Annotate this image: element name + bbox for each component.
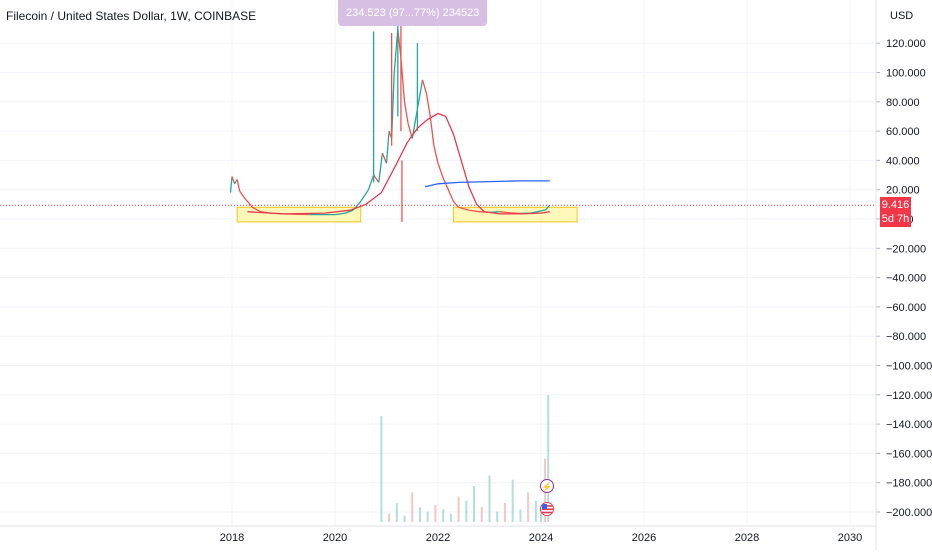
x-tick-label: 2026 [632, 532, 656, 544]
volume-bar [519, 509, 521, 522]
volume-bar [504, 503, 506, 522]
price-segment [438, 163, 443, 178]
last-price-value: 9.416 [880, 198, 911, 212]
price-segment [417, 80, 422, 109]
volume-bar [388, 514, 390, 522]
price-segment [361, 190, 369, 202]
volume-bar [527, 492, 529, 522]
volume-bar [434, 505, 436, 522]
price-segment [368, 175, 373, 190]
crosshair-tooltip: 234.523 (97...77%) 234523 [338, 0, 487, 26]
y-tick-label: −200.000 [886, 507, 932, 519]
y-tick-label: 120.000 [886, 38, 926, 50]
x-tick-label: 2022 [426, 532, 450, 544]
x-tick-label: 2028 [735, 532, 759, 544]
volume-bar [411, 492, 413, 522]
x-tick-label: 2020 [323, 532, 347, 544]
y-tick-label: −100.000 [886, 361, 932, 373]
y-tick-label: −40.000 [886, 273, 926, 285]
y-tick-label: 100.000 [886, 68, 926, 80]
bar-countdown: 5d 7h [880, 212, 911, 226]
moving-average-blue [425, 181, 550, 187]
volume-bar [512, 480, 514, 522]
volume-bar [458, 497, 460, 522]
x-tick-label: 2024 [529, 532, 553, 544]
volume-bar [404, 516, 406, 522]
currency-label[interactable]: USD [890, 10, 913, 22]
volume-bar [481, 507, 483, 522]
y-tick-label: −140.000 [886, 419, 932, 431]
us-flag-icon[interactable] [540, 502, 554, 516]
x-tick-label: 2018 [220, 532, 244, 544]
volume-bar [380, 416, 382, 522]
y-tick-label: −160.000 [886, 448, 932, 460]
price-segment [382, 153, 386, 163]
y-tick-label: −20.000 [886, 243, 926, 255]
volume-bars [380, 395, 549, 522]
y-tick-label: 40.000 [886, 155, 920, 167]
volume-bar [535, 501, 537, 522]
volume-bar [473, 486, 475, 522]
y-tick-label: −120.000 [886, 390, 932, 402]
price-segment [387, 131, 390, 163]
moving-average-red [247, 114, 549, 214]
y-tick-label: −60.000 [886, 302, 926, 314]
lightning-icon[interactable]: ⚡ [540, 479, 554, 493]
y-tick-label: 20.000 [886, 185, 920, 197]
symbol-title[interactable]: Filecoin / United States Dollar, 1W, COI… [6, 9, 256, 23]
volume-bar [450, 514, 452, 522]
last-price-tag: 9.416 5d 7h [880, 197, 911, 227]
price-segment [427, 94, 431, 116]
volume-bar [496, 511, 498, 522]
volume-bar [427, 511, 429, 522]
y-tick-label: 60.000 [886, 126, 920, 138]
volume-bar [465, 501, 467, 522]
volume-bar [396, 503, 398, 522]
y-tick-label: 80.000 [886, 97, 920, 109]
price-segment [379, 153, 383, 182]
price-segment [453, 201, 458, 207]
price-segment [245, 198, 253, 207]
volume-bar [442, 509, 444, 522]
price-segment [448, 190, 453, 202]
range-box [453, 207, 577, 222]
price-segment [423, 80, 427, 95]
y-tick-label: −80.000 [886, 331, 926, 343]
price-segment [374, 175, 379, 182]
grid-lines [0, 0, 876, 526]
volume-bar [419, 507, 421, 522]
price-segment [405, 102, 409, 124]
volume-bar [489, 475, 491, 522]
x-tick-label: 2030 [838, 532, 862, 544]
price-segment [240, 191, 245, 198]
y-tick-label: −180.000 [886, 478, 932, 490]
